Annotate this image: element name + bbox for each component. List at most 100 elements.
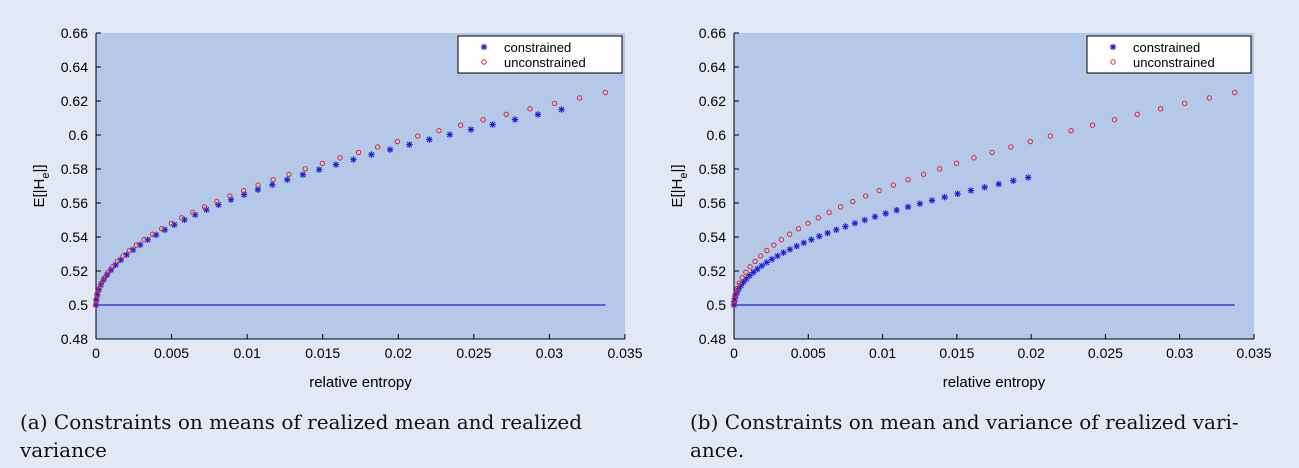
chart-a-point-unconstrained: [480, 117, 486, 123]
chart-b-point-constrained: [780, 249, 787, 256]
chart-a-point-unconstrained: [436, 127, 442, 134]
chart-a-point-unconstrained: [126, 247, 133, 254]
chart-b-legend-label-constrained: constrained: [1133, 40, 1200, 55]
chart-a-x-tick-label: 0.01: [234, 345, 261, 361]
chart-a-point-unconstrained: [270, 176, 276, 183]
chart-b-x-tick-label: 0.025: [1088, 345, 1123, 361]
caption-a-line2: variance: [20, 438, 108, 462]
chart-b-series-unconstrained: [731, 89, 1238, 308]
chart-b-x-tick-label: 0.03: [1166, 345, 1193, 361]
chart-a-point-constrained: [171, 221, 178, 228]
chart-a-point-unconstrained: [337, 155, 343, 161]
chart-b-legend-marker-unconstrained: [1110, 59, 1116, 65]
chart-a-legend-marker-unconstrained: [481, 59, 487, 65]
chart-a-point-unconstrained: [149, 231, 156, 237]
chart-a-point-constrained: [103, 271, 111, 279]
chart-b-x-axis-label: relative entropy: [943, 374, 1046, 391]
chart-a-point-constrained: [254, 186, 262, 193]
chart-b-point-unconstrained: [1111, 117, 1118, 123]
chart-a-plot-area: [96, 33, 625, 339]
chart-a-point-unconstrained: [190, 209, 196, 216]
chart-a: 0 0.005 0.01 0.015 0.02 0.025 0.03 0.035 0.48 0.5…: [31, 25, 643, 391]
chart-a-y-tick-label: 0.64: [61, 59, 88, 75]
chart-a-point-constrained: [350, 156, 357, 163]
chart-b-y-axis-label: E[|He|]: [669, 164, 690, 207]
chart-b-point-constrained: [928, 197, 936, 204]
chart-a-legend-label-unconstrained: unconstrained: [504, 55, 586, 70]
chart-b-point-constrained: [904, 203, 912, 211]
chart-b-point-constrained: [763, 259, 770, 266]
chart-a-legend-box: [457, 35, 623, 74]
chart-a-legend-label-constrained: constrained: [504, 40, 571, 55]
chart-b-point-constrained: [967, 187, 975, 194]
chart-a-point-unconstrained: [240, 187, 247, 194]
chart-a-y-tick-label: 0.6: [69, 127, 89, 143]
chart-b-point-unconstrained: [743, 269, 749, 276]
chart-a-y-tick-label: 0.56: [61, 195, 88, 211]
chart-a-point-unconstrained: [109, 264, 116, 270]
chart-b-point-unconstrained: [1068, 127, 1074, 134]
chart-a-point-unconstrained: [286, 171, 292, 177]
chart-b-point-unconstrained: [905, 176, 911, 183]
chart-b-point-unconstrained: [971, 155, 977, 161]
chart-a-point-unconstrained: [551, 100, 558, 107]
chart-a-point-unconstrained: [98, 280, 105, 286]
chart-b-point-unconstrained: [1157, 106, 1164, 112]
chart-b-point-unconstrained: [1231, 89, 1238, 96]
chart-a-point-unconstrained: [141, 236, 147, 243]
chart-b-point-unconstrained: [1134, 111, 1140, 117]
chart-a-x-tick-label: 0.025: [456, 345, 491, 361]
chart-b-point-constrained: [842, 223, 849, 230]
chart-b-point-constrained: [861, 216, 868, 224]
caption-b: (b) Constraints on mean and variance of …: [690, 408, 1295, 464]
chart-b-point-unconstrained: [1089, 122, 1096, 128]
chart-a-point-unconstrained: [227, 193, 233, 199]
chart-a-point-constrained: [368, 151, 375, 158]
chart-a-point-unconstrained: [527, 106, 533, 112]
chart-b-point-unconstrained: [953, 160, 960, 167]
chart-b-plot-area: [734, 33, 1254, 339]
chart-a-point-constrained: [558, 106, 565, 113]
chart-a-point-constrained: [269, 181, 276, 188]
chart-a-point-unconstrained: [201, 204, 208, 210]
chart-b-point-unconstrained: [1047, 133, 1054, 139]
chart-a-series-unconstrained: [93, 89, 609, 308]
chart-a-point-unconstrained: [93, 302, 99, 308]
chart-b-point-unconstrained: [752, 258, 758, 265]
chart-a-point-unconstrained: [457, 122, 464, 128]
chart-b-point-unconstrained: [736, 280, 742, 286]
chart-b-point-unconstrained: [732, 291, 739, 297]
chart-a-point-constrained: [467, 126, 475, 133]
chart-b-point-constrained: [893, 206, 900, 214]
chart-a-point-unconstrained: [503, 111, 509, 117]
chart-a-point-unconstrained: [319, 160, 326, 167]
chart-b-point-unconstrained: [989, 149, 995, 156]
chart-a-point-unconstrained: [101, 275, 108, 281]
chart-b-point-constrained: [768, 256, 776, 263]
chart-a-y-tick-label: 0.48: [61, 331, 88, 347]
chart-b-point-constrained: [816, 233, 823, 240]
chart-a-point-unconstrained: [415, 133, 421, 139]
chart-a-point-unconstrained: [394, 138, 401, 145]
chart-a-point-unconstrained: [114, 258, 121, 265]
chart-a-x-tick-label: 0.035: [607, 345, 642, 361]
chart-a-point-constrained: [315, 166, 323, 173]
chart-b-point-constrained: [871, 213, 879, 220]
chart-b-point-constrained: [800, 239, 808, 247]
chart-b-point-unconstrained: [805, 220, 811, 226]
chart-a-x-tick-label: 0.03: [536, 345, 563, 361]
chart-a-point-constrained: [284, 176, 291, 183]
chart-a-x-axis-label: relative entropy: [309, 374, 412, 391]
chart-b-point-constrained: [824, 229, 831, 237]
chart-b-y-tick-label: 0.48: [699, 331, 726, 347]
chart-a-legend-marker-constrained: [480, 43, 488, 51]
chart-b-y-tick-label: 0.56: [699, 195, 726, 211]
chart-b-point-unconstrained: [1206, 95, 1213, 101]
chart-a-point-constrained: [161, 226, 169, 234]
chart-a-point-constrained: [511, 116, 519, 123]
chart-b-point-constrained: [750, 269, 757, 276]
chart-a-point-unconstrained: [602, 89, 609, 96]
